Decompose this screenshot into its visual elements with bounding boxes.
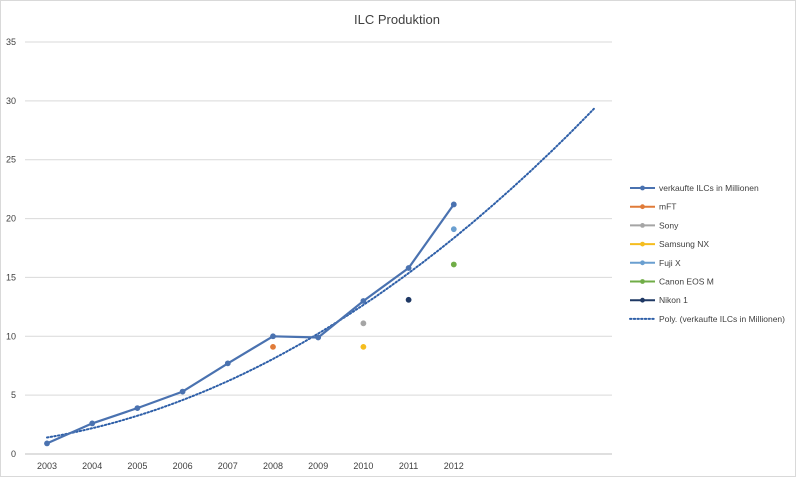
- y-tick-label: 15: [6, 272, 16, 282]
- data-point: [134, 405, 141, 411]
- x-tick-label: 2004: [82, 461, 102, 471]
- legend-swatch-marker: [640, 279, 645, 284]
- series-fuji-x: [450, 226, 457, 233]
- data-point: [89, 420, 96, 427]
- data-point: [270, 333, 276, 340]
- y-tick-label: 35: [6, 37, 16, 47]
- x-tick-label: 2006: [173, 461, 193, 471]
- legend-label: Nikon 1: [659, 295, 688, 305]
- data-point: [270, 343, 276, 350]
- x-tick-label: 2003: [37, 461, 57, 471]
- legend-item: Fuji X: [630, 258, 681, 268]
- x-tick-label: 2011: [399, 461, 418, 471]
- legend-item: Canon EOS M: [630, 277, 714, 287]
- series-verkaufte-ilcs-in-millionen: [44, 201, 457, 447]
- data-point: [360, 320, 367, 327]
- legend-item: Nikon 1: [630, 295, 688, 305]
- series-nikon-1: [405, 296, 412, 303]
- legend-item: Samsung NX: [630, 239, 709, 249]
- legend-swatch-marker: [640, 241, 645, 247]
- series-line: [46, 203, 455, 445]
- grid-layer: [25, 41, 612, 455]
- series-layer: [44, 201, 457, 447]
- data-point: [44, 440, 50, 447]
- y-axis: 0 5 10 15 20 25 30 35: [6, 37, 16, 459]
- legend-item-trendline: Poly. (verkaufte ILCs in Millionen): [629, 314, 785, 324]
- legend-swatch-marker: [640, 260, 645, 266]
- legend-label: Sony: [659, 220, 679, 230]
- data-point: [224, 360, 231, 367]
- legend-item: Sony: [630, 220, 679, 230]
- legend-item: mFT: [630, 202, 676, 212]
- y-tick-label: 20: [6, 214, 16, 224]
- data-point: [179, 388, 186, 395]
- legend-label: verkaufte ILCs in Millionen: [659, 183, 759, 193]
- y-tick-label: 30: [6, 96, 16, 106]
- legend-swatch-marker: [640, 297, 645, 303]
- legend-swatch-marker: [640, 185, 645, 191]
- y-tick-label: 5: [11, 390, 16, 400]
- data-point: [360, 298, 367, 304]
- x-tick-label: 2012: [444, 461, 464, 471]
- x-tick-label: 2009: [308, 461, 328, 471]
- y-tick-label: 10: [6, 331, 16, 341]
- series-mft: [270, 343, 276, 350]
- legend: verkaufte ILCs in Millionen mFT Sony Samsun…: [629, 183, 785, 324]
- legend-label: mFT: [659, 202, 676, 212]
- data-point: [360, 343, 367, 350]
- y-tick-label: 25: [6, 155, 16, 165]
- series-sony: [360, 320, 367, 327]
- x-tick-label: 2010: [353, 461, 373, 471]
- x-tick-label: 2007: [218, 461, 238, 471]
- data-point: [405, 265, 412, 271]
- trendline: [46, 107, 595, 439]
- series-samsung-nx: [360, 343, 367, 350]
- x-axis: 2003 2004 2005 2006 2007 2008 2009 2010 2011 2012: [37, 461, 464, 471]
- data-point: [450, 261, 457, 268]
- data-point: [450, 226, 457, 233]
- legend-label: Poly. (verkaufte ILCs in Millionen): [659, 314, 785, 324]
- series-canon-eos-m: [450, 261, 457, 268]
- legend-label: Samsung NX: [659, 239, 709, 249]
- legend-label: Fuji X: [659, 258, 681, 268]
- trendline-layer: [46, 107, 595, 439]
- x-tick-label: 2005: [127, 461, 147, 471]
- legend-swatch-marker: [640, 223, 645, 228]
- legend-swatch-marker: [640, 204, 645, 210]
- legend-label: Canon EOS M: [659, 277, 714, 287]
- legend-item: verkaufte ILCs in Millionen: [630, 183, 759, 193]
- data-point: [450, 201, 457, 208]
- y-tick-label: 0: [11, 449, 16, 459]
- data-point: [315, 334, 322, 341]
- chart-title: ILC Produktion: [354, 12, 440, 27]
- x-tick-label: 2008: [263, 461, 283, 471]
- data-point: [405, 296, 412, 303]
